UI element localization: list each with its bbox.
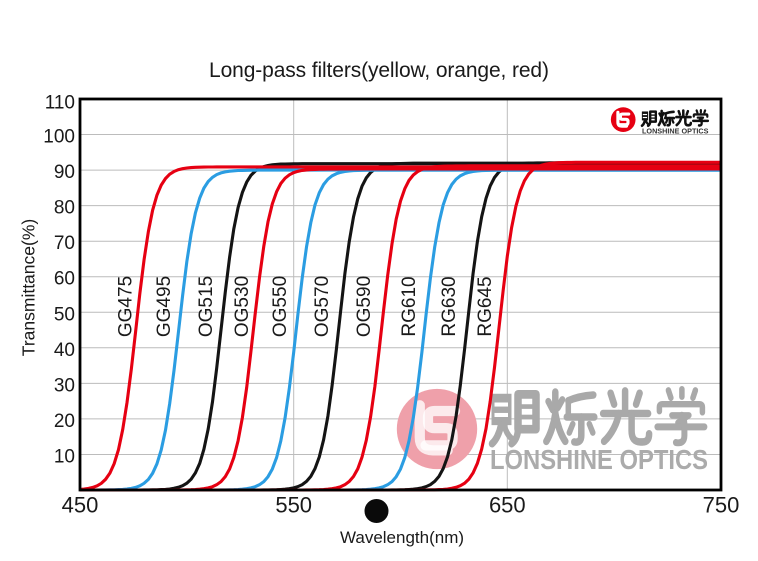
svg-text:Long-pass filters(yellow, ora: Long-pass filters(yellow, orange, red)	[209, 59, 549, 82]
svg-text:110: 110	[45, 93, 75, 114]
svg-text:90: 90	[54, 162, 75, 183]
svg-text:750: 750	[703, 492, 740, 517]
svg-text:40: 40	[54, 340, 75, 361]
svg-text:Transmittance(%): Transmittance(%)	[19, 219, 39, 356]
svg-text:550: 550	[275, 492, 312, 517]
svg-text:OG570: OG570	[312, 276, 333, 337]
svg-text:OG515: OG515	[196, 276, 217, 337]
svg-text:20: 20	[54, 411, 75, 432]
svg-text:LONSHINE OPTICS: LONSHINE OPTICS	[490, 444, 708, 475]
svg-text:650: 650	[489, 492, 526, 517]
svg-text:70: 70	[54, 233, 75, 254]
svg-text:450: 450	[62, 492, 99, 517]
svg-text:OG530: OG530	[232, 276, 253, 337]
svg-text:Wavelength(nm): Wavelength(nm)	[340, 528, 464, 547]
svg-text:100: 100	[43, 127, 75, 148]
svg-text:30: 30	[54, 375, 75, 396]
svg-text:10: 10	[54, 447, 75, 468]
svg-text:80: 80	[54, 198, 75, 219]
svg-text:OG550: OG550	[270, 276, 291, 337]
svg-text:RG610: RG610	[399, 276, 420, 336]
svg-text:LONSHINE OPTICS: LONSHINE OPTICS	[642, 127, 709, 136]
svg-text:RG645: RG645	[475, 276, 496, 336]
svg-text:OG590: OG590	[354, 276, 375, 337]
svg-text:60: 60	[54, 269, 75, 290]
svg-text:GG475: GG475	[115, 276, 136, 337]
svg-text:GG495: GG495	[154, 276, 175, 337]
svg-text:50: 50	[54, 304, 75, 325]
svg-text:RG630: RG630	[439, 276, 460, 336]
